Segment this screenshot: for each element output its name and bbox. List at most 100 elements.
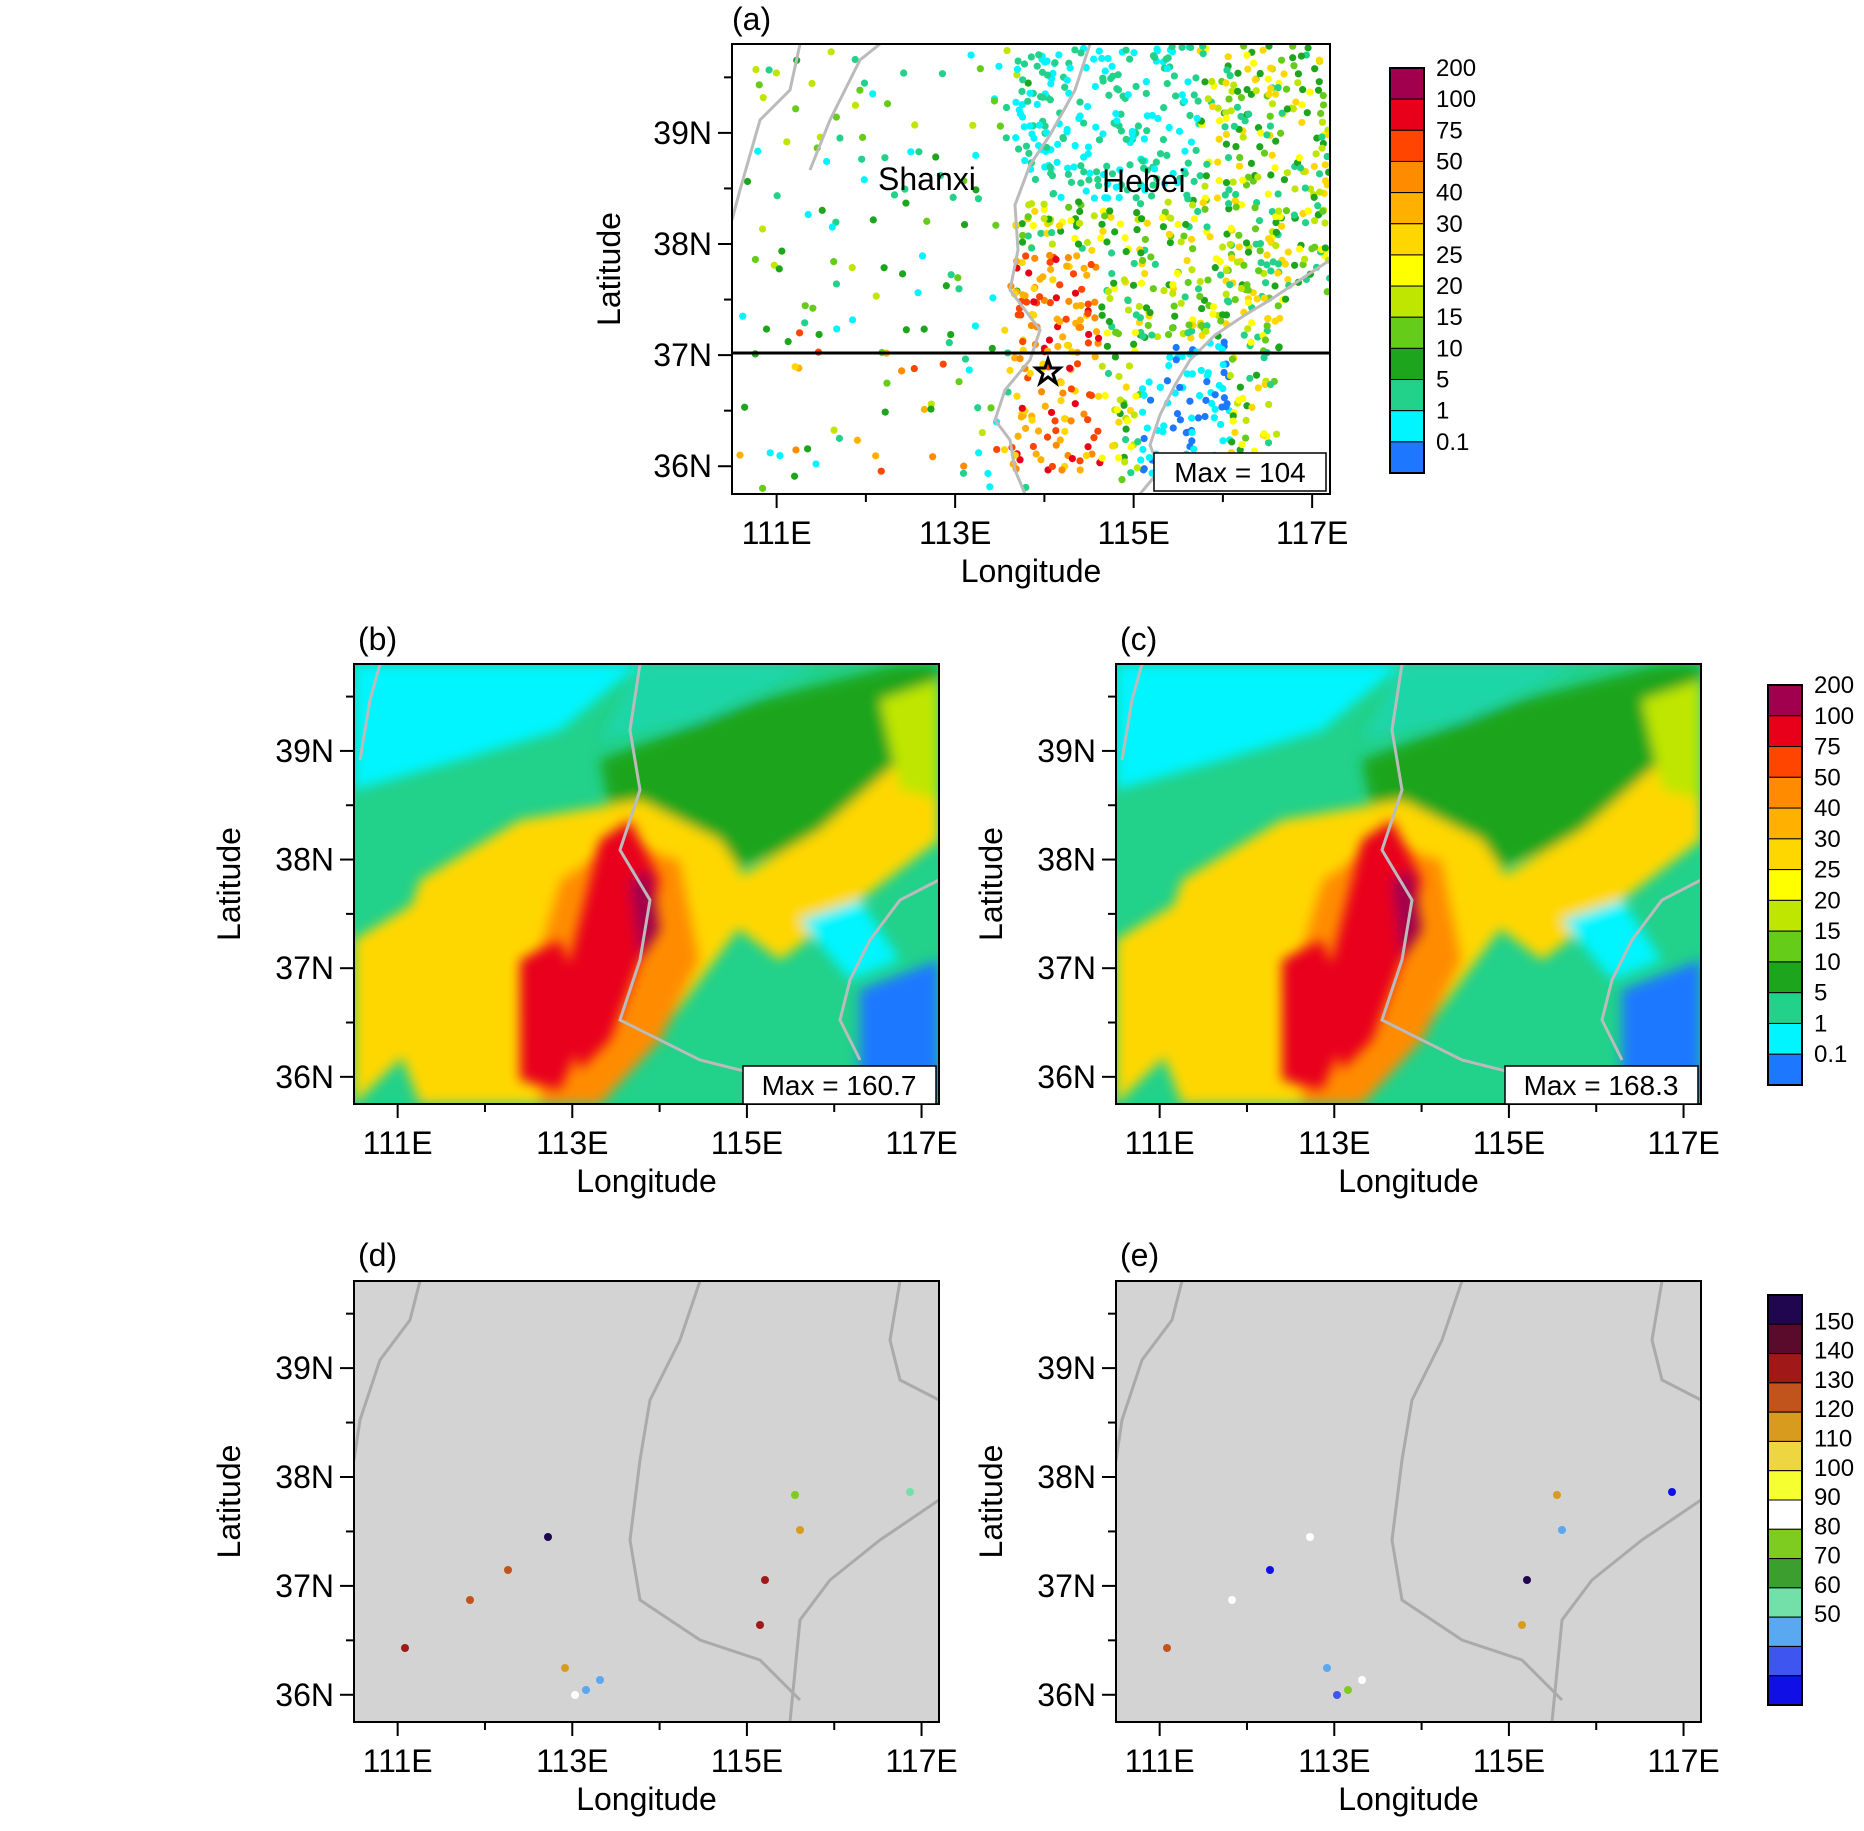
station-dot	[1203, 223, 1211, 231]
station-dot	[1002, 103, 1011, 112]
station-dot	[1104, 54, 1112, 63]
station-dot	[1233, 258, 1242, 266]
station-dot	[1274, 190, 1282, 198]
station-dot	[1004, 1562, 1012, 1570]
station-dot	[1070, 163, 1078, 171]
station-dot	[1046, 1552, 1054, 1560]
station-dot	[1232, 203, 1240, 211]
colorbar-swatch	[1767, 992, 1803, 1024]
station-dot	[1012, 98, 1020, 106]
station-dot	[1183, 370, 1191, 378]
station-dot	[1065, 1618, 1073, 1626]
colorbar-swatch	[1767, 715, 1803, 748]
station-dot	[1224, 53, 1232, 61]
station-dot	[1260, 430, 1268, 438]
colorbar-label: 140	[1814, 1338, 1854, 1365]
station-dot	[1248, 319, 1256, 327]
station-dot	[1742, 1414, 1750, 1422]
station-dot	[1289, 54, 1297, 62]
station-dot	[1090, 434, 1098, 442]
station-dot	[1199, 44, 1207, 50]
station-dot	[1057, 379, 1065, 387]
station-dot	[1740, 1467, 1748, 1475]
station-dot	[804, 445, 812, 453]
station-dot	[815, 330, 823, 339]
station-dot	[1178, 91, 1186, 99]
y-tick-label: 39N	[653, 115, 712, 151]
station-dot	[860, 176, 868, 184]
station-dot	[1078, 285, 1086, 293]
station-dot	[1041, 1619, 1049, 1627]
station-dot	[1310, 193, 1318, 201]
station-dot	[1249, 59, 1258, 67]
station-dot	[1055, 1447, 1063, 1455]
station-dot	[1128, 127, 1136, 136]
station-dot	[1184, 329, 1192, 337]
station-dot	[1229, 178, 1237, 186]
station-dot	[1277, 56, 1286, 64]
station-dot	[1841, 1491, 1849, 1499]
station-dot	[1738, 1521, 1746, 1529]
station-dot	[848, 316, 857, 324]
station-dot	[1067, 417, 1075, 425]
panel-b-max-text: Max = 160.7	[762, 1070, 917, 1101]
station-dot	[975, 1410, 983, 1418]
station-dot	[1076, 1556, 1084, 1564]
station-dot	[1107, 249, 1116, 257]
station-dot	[1253, 295, 1261, 303]
station-dot	[1095, 136, 1104, 144]
station-dot	[1000, 1437, 1008, 1445]
station-dot	[1117, 127, 1126, 135]
station-dot	[1014, 1529, 1022, 1537]
station-dot	[1310, 217, 1319, 225]
station-dot	[1315, 78, 1323, 86]
station-dot	[1043, 71, 1052, 79]
station-dot	[1020, 60, 1029, 68]
station-dot	[1043, 1557, 1051, 1565]
station-dot	[812, 460, 820, 468]
station-dot	[1251, 204, 1259, 212]
station-dot	[1219, 361, 1227, 369]
station-dot	[1668, 1488, 1676, 1496]
station-dot	[1066, 64, 1074, 72]
station-dot	[1256, 239, 1265, 248]
station-dot	[1271, 164, 1279, 172]
station-dot	[1283, 169, 1292, 177]
station-dot	[1140, 183, 1149, 191]
y-tick-label: 38N	[275, 842, 334, 878]
station-dot	[1108, 62, 1116, 70]
station-dot	[1219, 437, 1227, 445]
station-dot	[1209, 303, 1218, 311]
station-dot	[1033, 100, 1041, 108]
station-dot	[1181, 293, 1189, 301]
station-dot	[1272, 228, 1280, 236]
station-dot	[1251, 76, 1259, 84]
station-dot	[1011, 354, 1019, 362]
station-dot	[1072, 1528, 1080, 1536]
station-dot	[1272, 242, 1280, 250]
station-dot	[1748, 1642, 1756, 1650]
colorbar-a: 200 100 75 50 40 30 25 20 15 10 5 1 0.1	[1389, 55, 1476, 474]
station-dot	[1134, 122, 1143, 130]
station-dot	[1153, 175, 1161, 183]
station-dot	[1063, 125, 1071, 134]
station-dot	[804, 210, 812, 219]
station-dot	[1080, 153, 1088, 161]
station-dot	[1082, 452, 1091, 460]
station-dot	[1051, 59, 1059, 67]
station-dot	[1758, 1588, 1766, 1596]
station-dot	[1040, 1559, 1048, 1567]
station-dot	[1243, 51, 1251, 59]
station-dot	[1019, 76, 1027, 84]
station-dot	[1160, 180, 1169, 188]
x-tick-label: 117E	[885, 1125, 957, 1161]
station-dot	[1028, 416, 1036, 424]
station-dot	[1219, 384, 1227, 393]
station-dot	[1222, 79, 1230, 87]
station-dot	[1083, 271, 1091, 279]
label-shanxi: Shanxi	[878, 161, 976, 197]
station-dot	[1026, 89, 1034, 97]
station-dot	[1169, 424, 1177, 432]
station-dot	[1057, 193, 1065, 201]
station-dot	[1297, 52, 1306, 60]
